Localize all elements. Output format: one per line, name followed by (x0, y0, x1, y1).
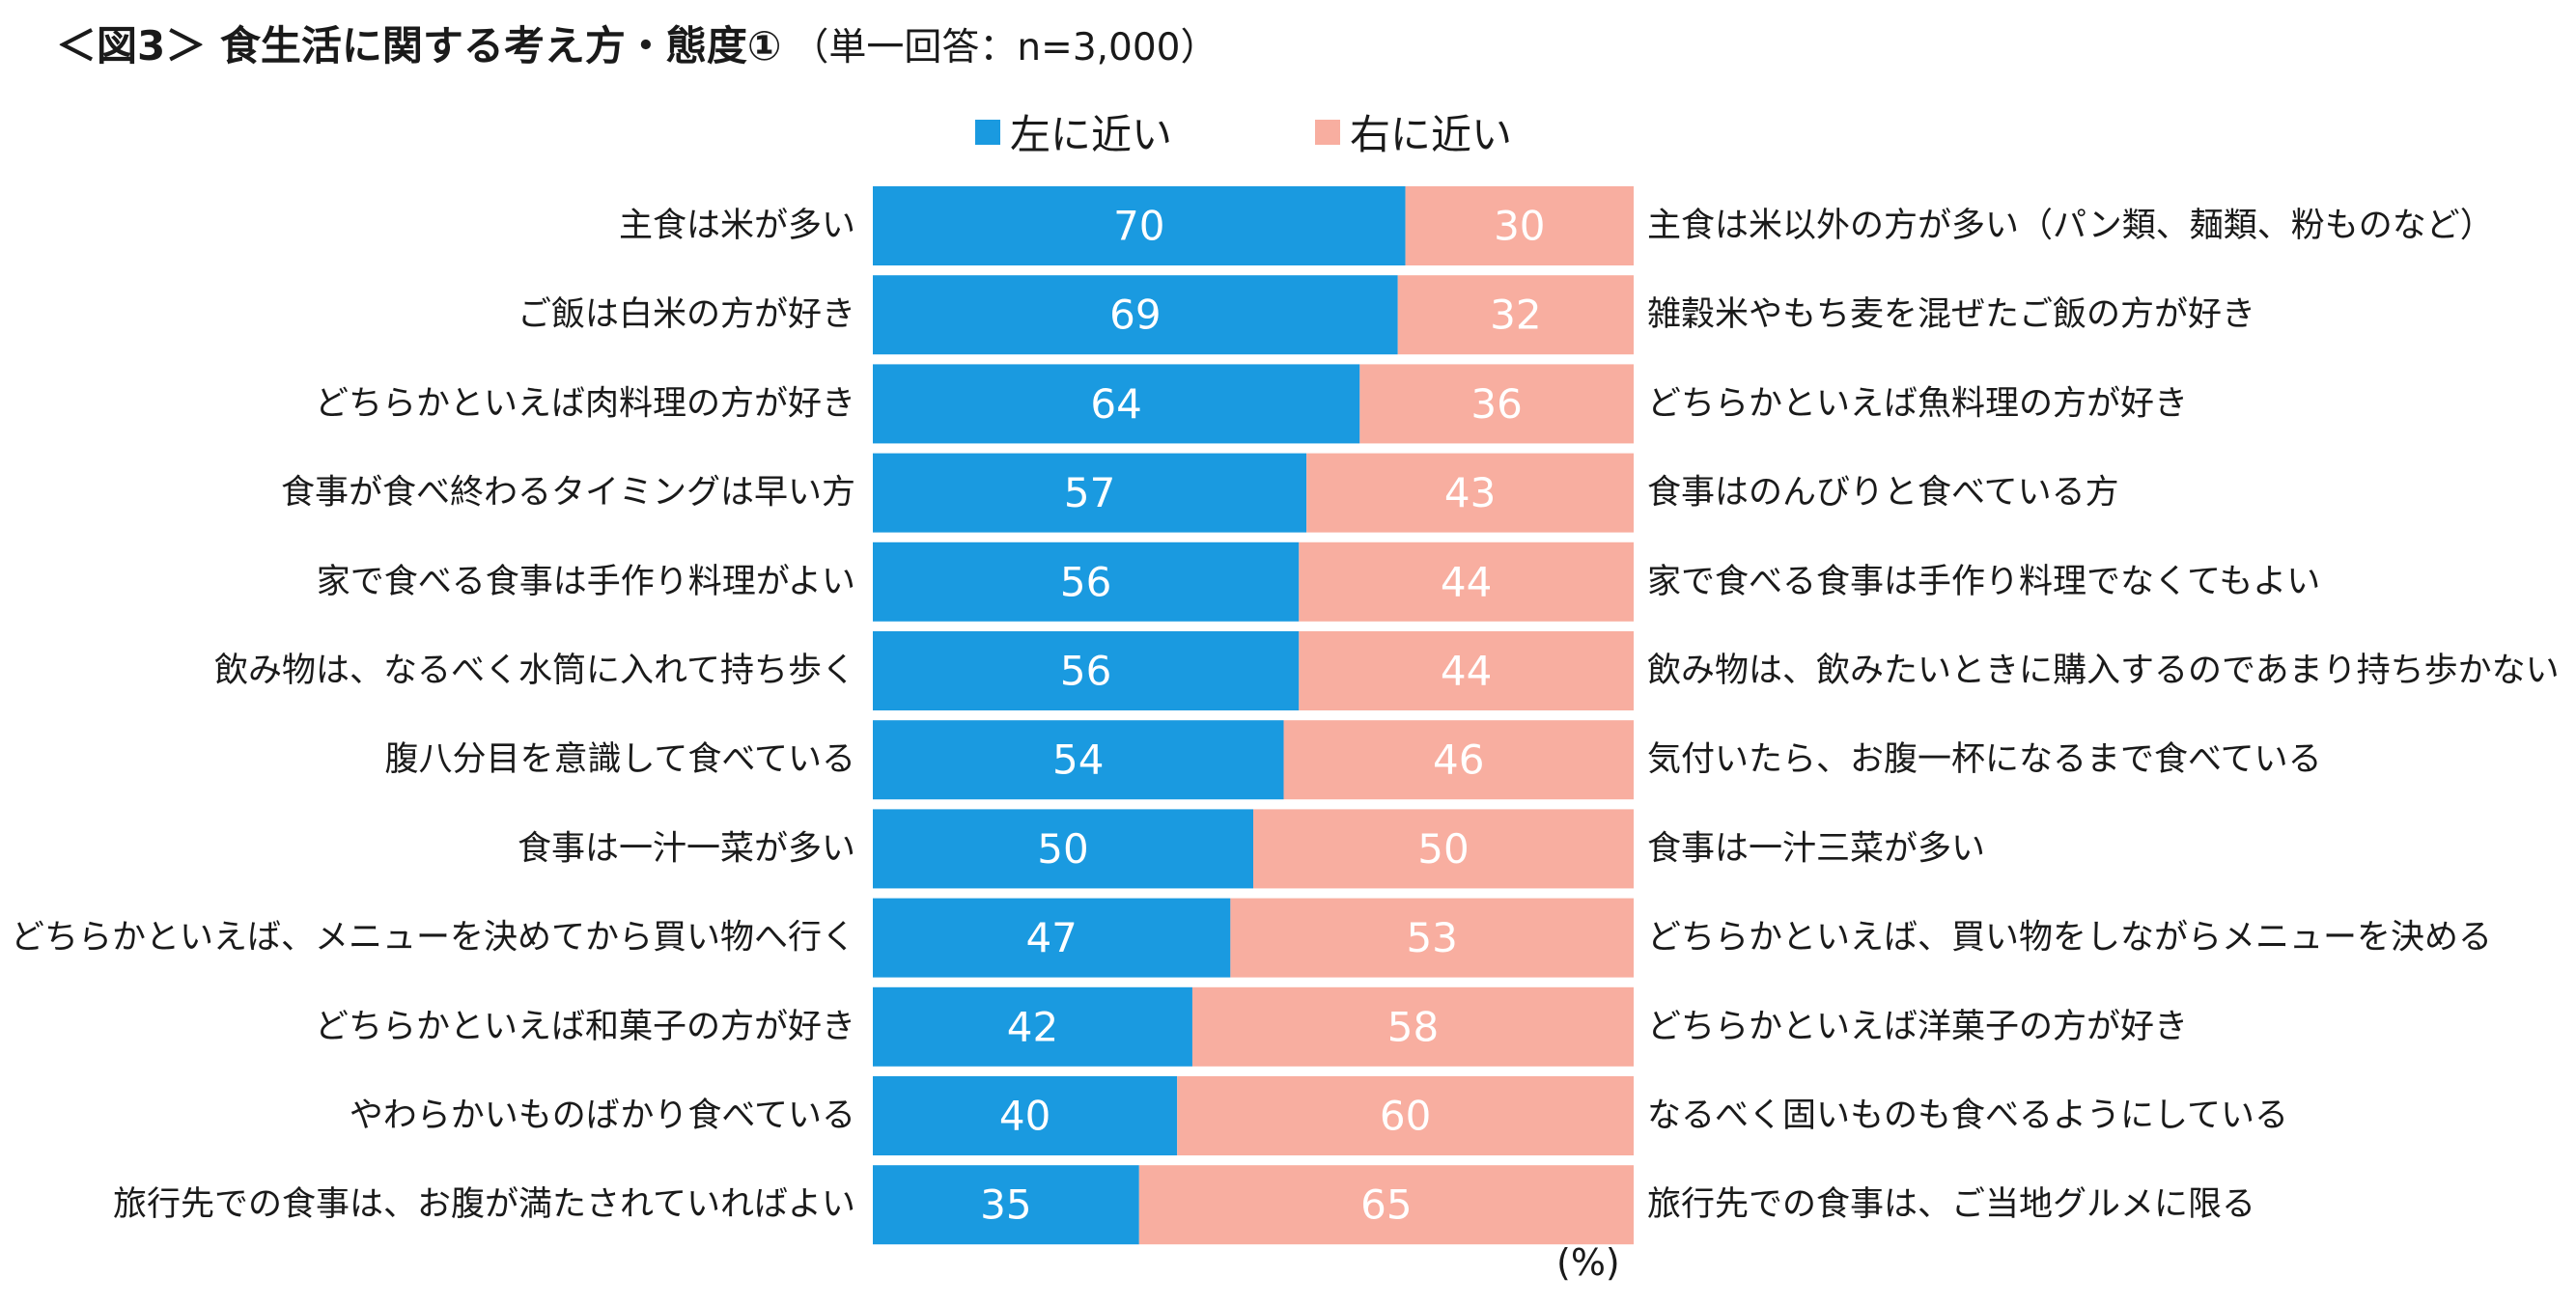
category-right-4: 家で食べる食事は手作り料理でなくてもよい (1647, 563, 2320, 601)
category-left-2: どちらかといえば肉料理の方が好き (315, 384, 855, 423)
data-label-left-4: 56 (1060, 558, 1111, 605)
data-label-left-1: 69 (1109, 292, 1161, 339)
bar-right-3 (1306, 453, 1634, 533)
category-right-8: どちらかといえば、買い物をしながらメニューを決める (1647, 919, 2492, 958)
unit-label: (%) (1556, 1241, 1620, 1284)
bar-right-10 (1177, 1076, 1634, 1155)
bar-right-5 (1299, 631, 1634, 710)
bar-left-8 (873, 898, 1231, 978)
legend-label-left: 左に近い (1010, 111, 1173, 158)
data-label-left-5: 56 (1060, 648, 1111, 695)
bar-right-1 (1397, 275, 1634, 355)
category-left-10: やわらかいものばかり食べている (350, 1097, 855, 1135)
data-label-left-2: 64 (1090, 380, 1141, 428)
category-left-0: 主食は米が多い (619, 207, 855, 245)
bar-right-7 (1253, 809, 1634, 889)
category-right-11: 旅行先での食事は、ご当地グルメに限る (1647, 1185, 2255, 1224)
category-left-9: どちらかといえば和菓子の方が好き (315, 1008, 855, 1046)
category-right-3: 食事はのんびりと食べている方 (1647, 474, 2119, 513)
chart-title-main: ＜図3＞ 食生活に関する考え方・態度① (56, 22, 782, 69)
data-label-right-0: 30 (1494, 203, 1545, 250)
data-label-left-10: 40 (999, 1093, 1050, 1140)
category-right-0: 主食は米以外の方が多い（パン類、麺類、粉ものなど） (1647, 207, 2494, 245)
category-right-10: なるべく固いものも食べるようにしている (1647, 1097, 2288, 1135)
bar-left-11 (873, 1165, 1139, 1245)
bar-left-5 (873, 631, 1300, 710)
category-left-7: 食事は一汁一菜が多い (518, 829, 855, 868)
category-right-7: 食事は一汁三菜が多い (1647, 829, 1985, 868)
data-label-right-11: 65 (1360, 1181, 1412, 1229)
category-right-5: 飲み物は、飲みたいときに購入するのであまり持ち歩かない (1647, 652, 2560, 690)
bar-left-0 (873, 186, 1406, 265)
bar-left-2 (873, 364, 1360, 444)
legend-label-right: 右に近い (1350, 111, 1513, 158)
chart-title: ＜図3＞ 食生活に関する考え方・態度① （単一回答：n=3,000） (56, 14, 1218, 72)
bar-left-6 (873, 720, 1284, 800)
bar-right-0 (1405, 186, 1634, 265)
data-label-left-8: 47 (1025, 914, 1077, 961)
legend-swatch-left (975, 119, 1000, 145)
data-label-right-6: 46 (1433, 736, 1484, 784)
category-left-5: 飲み物は、なるべく水筒に入れて持ち歩く (214, 652, 855, 690)
data-label-left-6: 54 (1052, 736, 1104, 784)
legend-item-left: 左に近い (975, 102, 1172, 161)
data-label-left-3: 57 (1064, 469, 1115, 516)
data-label-left-0: 70 (1113, 203, 1164, 250)
legend-item-right: 右に近い (1315, 102, 1512, 161)
category-left-3: 食事が食べ終わるタイミングは早い方 (281, 474, 855, 513)
data-label-left-9: 42 (1007, 1003, 1058, 1050)
bar-left-4 (873, 541, 1300, 622)
bar-right-9 (1191, 986, 1634, 1067)
bar-left-9 (873, 986, 1192, 1067)
bar-right-6 (1283, 720, 1634, 800)
data-label-right-5: 44 (1441, 648, 1492, 695)
bar-left-3 (873, 453, 1307, 533)
category-right-6: 気付いたら、お腹一杯になるまで食べている (1647, 740, 2322, 779)
data-label-left-7: 50 (1037, 825, 1088, 873)
legend-swatch-right (1315, 119, 1340, 145)
bar-right-4 (1299, 541, 1634, 622)
bar-left-1 (873, 275, 1398, 355)
data-label-right-7: 50 (1417, 825, 1469, 873)
category-right-2: どちらかといえば魚料理の方が好き (1647, 384, 2188, 423)
chart-title-sub: （単一回答：n=3,000） (791, 26, 1218, 69)
data-label-right-10: 60 (1380, 1093, 1431, 1140)
category-right-1: 雑穀米やもち麦を混ぜたご飯の方が好き (1647, 295, 2255, 334)
data-label-right-3: 43 (1444, 469, 1496, 516)
data-label-right-1: 32 (1490, 292, 1541, 339)
bar-right-8 (1230, 898, 1634, 978)
category-left-8: どちらかといえば、メニューを決めてから買い物へ行く (11, 919, 855, 958)
data-label-right-2: 36 (1470, 380, 1522, 428)
category-left-4: 家で食べる食事は手作り料理がよい (317, 563, 855, 601)
data-label-right-8: 53 (1406, 914, 1457, 961)
bar-left-10 (873, 1076, 1178, 1155)
category-right-9: どちらかといえば洋菓子の方が好き (1647, 1008, 2188, 1046)
category-left-6: 腹八分目を意識して食べている (384, 740, 855, 779)
data-label-right-9: 58 (1387, 1003, 1439, 1050)
bar-left-7 (873, 809, 1253, 889)
bar-right-11 (1138, 1165, 1634, 1245)
category-left-1: ご飯は白米の方が好き (518, 295, 855, 334)
bar-right-2 (1359, 364, 1634, 444)
data-label-left-11: 35 (980, 1181, 1031, 1229)
category-left-11: 旅行先での食事は、お腹が満たされていればよい (113, 1185, 855, 1224)
data-label-right-4: 44 (1441, 558, 1492, 605)
